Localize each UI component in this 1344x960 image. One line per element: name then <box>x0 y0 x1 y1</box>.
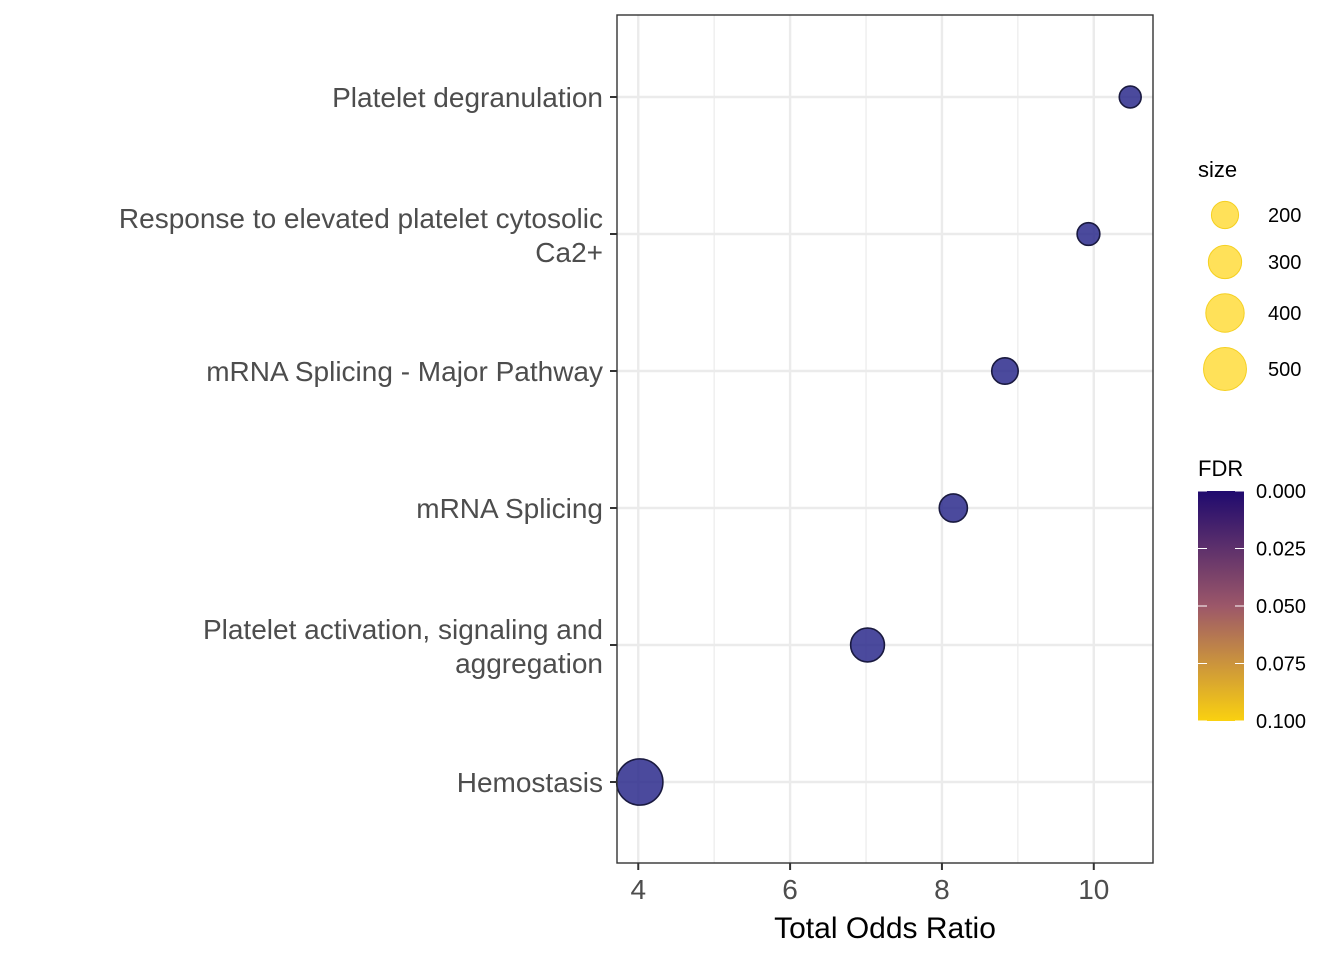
x-tick-label: 4 <box>630 874 646 905</box>
data-point <box>990 356 1019 386</box>
panel-border <box>616 14 1154 864</box>
minor-gridlines <box>713 15 1019 863</box>
size-legend-label: 200 <box>1268 205 1301 227</box>
panel-background <box>617 15 1153 863</box>
fdr-colorbar-ticks: 0.000 0.025 0.050 0.075 0.100 <box>1198 481 1306 733</box>
size-legend-key <box>1205 293 1245 333</box>
size-legend-label: 300 <box>1268 252 1301 274</box>
major-gridlines <box>617 15 1153 863</box>
data-point <box>1118 85 1142 109</box>
data-point <box>849 627 886 663</box>
size-legend-key <box>1210 200 1240 230</box>
y-tick-label: mRNA Splicing <box>416 493 603 524</box>
y-tick-label: Response to elevated platelet cytosolic <box>119 203 603 234</box>
x-tick-label: 8 <box>934 874 950 905</box>
fdr-tick-label: 0.025 <box>1256 539 1306 561</box>
fdr-tick-label: 0.050 <box>1256 596 1306 618</box>
x-axis-title: Total Odds Ratio <box>774 912 996 945</box>
size-legend-key <box>1207 244 1243 280</box>
x-tick-label: 6 <box>782 874 798 905</box>
y-tick-label: aggregation <box>455 648 603 679</box>
data-points <box>615 85 1142 806</box>
x-tick-label: 10 <box>1078 874 1109 905</box>
size-legend-label: 400 <box>1268 303 1301 325</box>
data-point <box>615 758 664 806</box>
fdr-tick-label: 0.000 <box>1256 481 1306 503</box>
size-legend: size 200 300 400 500 <box>1198 157 1301 391</box>
plot-panel <box>615 14 1154 864</box>
data-point <box>938 493 969 523</box>
size-legend-items: 200 300 400 500 <box>1203 200 1301 391</box>
x-axis: 4 6 8 10 <box>630 863 1109 905</box>
y-tick-label: Ca2+ <box>535 237 603 268</box>
fdr-legend-title: FDR <box>1198 456 1243 481</box>
y-tick-label: mRNA Splicing - Major Pathway <box>206 356 603 387</box>
size-legend-title: size <box>1198 157 1237 182</box>
size-legend-key <box>1203 347 1247 391</box>
y-tick-label: Platelet degranulation <box>332 82 603 113</box>
y-tick-label: Platelet activation, signaling and <box>203 614 603 645</box>
fdr-tick-label: 0.075 <box>1256 654 1306 676</box>
fdr-color-legend: FDR 0.000 0.025 0.050 0.075 0.100 <box>1198 456 1306 733</box>
fdr-tick-label: 0.100 <box>1256 711 1306 733</box>
data-point <box>1076 221 1101 247</box>
y-axis: Platelet degranulation Response to elevat… <box>119 82 617 798</box>
y-tick-label: Hemostasis <box>457 767 603 798</box>
size-legend-label: 500 <box>1268 359 1301 381</box>
